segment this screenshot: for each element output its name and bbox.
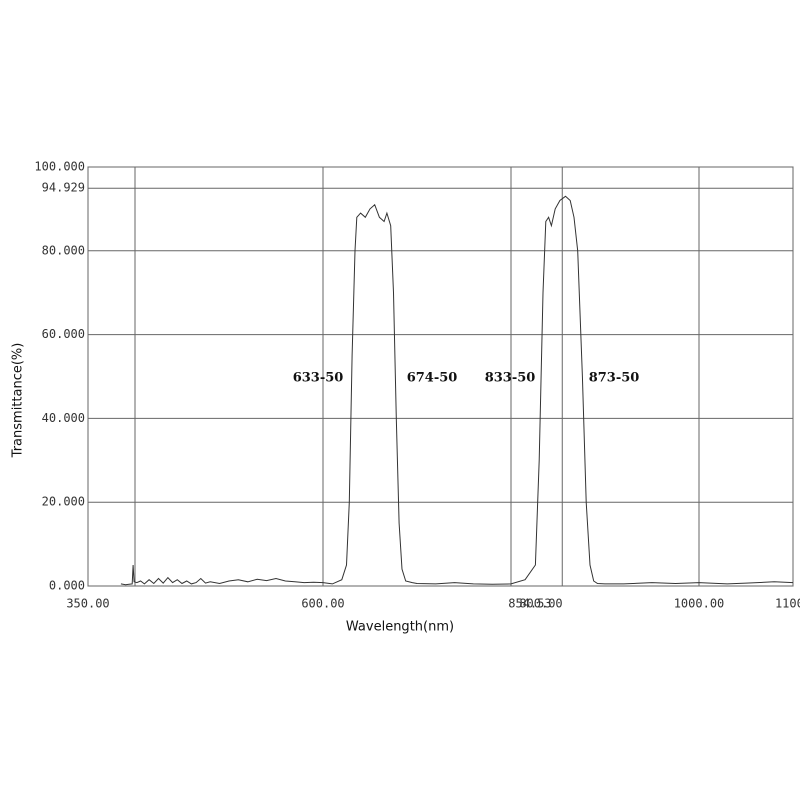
y-tick-label: 100.000 bbox=[34, 160, 85, 174]
y-tick-label: 80.000 bbox=[42, 243, 85, 257]
y-tick-label: 40.000 bbox=[42, 411, 85, 425]
annotation: 833-50 bbox=[485, 371, 536, 386]
y-tick-label: 60.000 bbox=[42, 327, 85, 341]
y-axis-label: Transmittance(%) bbox=[11, 343, 26, 459]
annotation: 633-50 bbox=[293, 371, 344, 386]
x-axis-label: Wavelength(nm) bbox=[346, 620, 454, 635]
x-tick-label: 350.00 bbox=[66, 597, 109, 611]
y-tick-label: 94.929 bbox=[42, 181, 85, 195]
x-tick-label: 1100. bbox=[775, 597, 800, 611]
line-series bbox=[120, 195, 794, 586]
y-tick-label: 0.000 bbox=[49, 579, 85, 593]
annotation: 873-50 bbox=[589, 371, 640, 386]
annotation: 674-50 bbox=[407, 371, 458, 386]
x-tick-label: 1000.00 bbox=[674, 597, 725, 611]
x-tick-label: 800.00 bbox=[519, 597, 562, 611]
y-tick-label: 20.000 bbox=[42, 495, 85, 509]
x-tick-label: 600.00 bbox=[301, 597, 344, 611]
x-tick-label: 854.53 bbox=[508, 597, 551, 611]
